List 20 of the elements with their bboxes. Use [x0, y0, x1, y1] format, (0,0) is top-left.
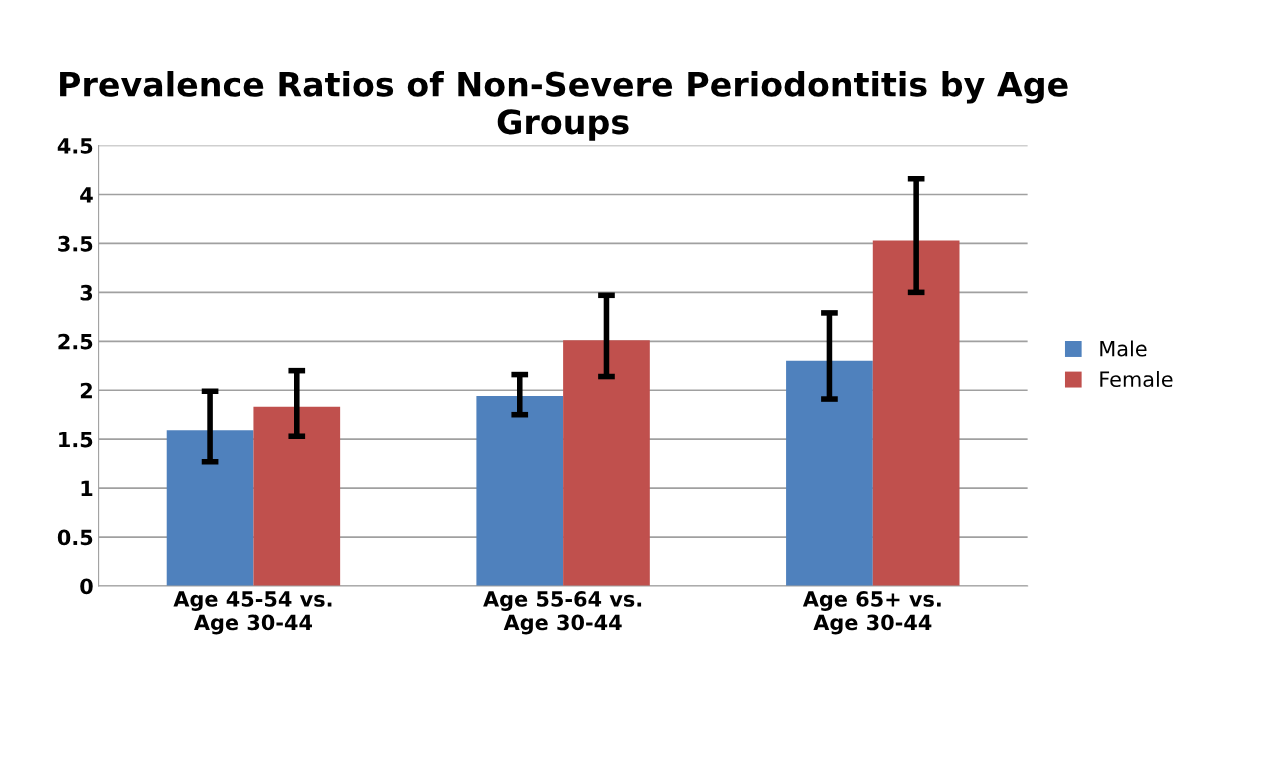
- y-tick-label: 3: [80, 284, 93, 301]
- y-tick-label: 1: [81, 480, 93, 497]
- x-tick-label: Age 45-54 vs. Age 30-44: [173, 591, 332, 635]
- y-tick-label: 0: [80, 578, 93, 595]
- bar: [253, 406, 341, 586]
- legend-label: Male: [1100, 340, 1147, 357]
- y-tick-label: 4: [80, 187, 93, 203]
- bar: [166, 430, 254, 586]
- x-tick-label: Age 55-64 vs. Age 30-44: [483, 591, 642, 635]
- bar: [476, 396, 564, 586]
- y-tick-label: 3.5: [58, 235, 93, 252]
- bar: [872, 240, 960, 586]
- y-tick-label: 1.5: [59, 431, 93, 448]
- y-tick-label: 2.5: [58, 333, 93, 350]
- x-tick-label: Age 65+ vs. Age 30-44: [802, 591, 941, 635]
- bar: [786, 360, 873, 586]
- y-tick-label: 0.5: [57, 529, 93, 546]
- y-tick-label: 2: [80, 382, 92, 399]
- legend-label: Female: [1100, 370, 1173, 388]
- bar: [563, 340, 650, 586]
